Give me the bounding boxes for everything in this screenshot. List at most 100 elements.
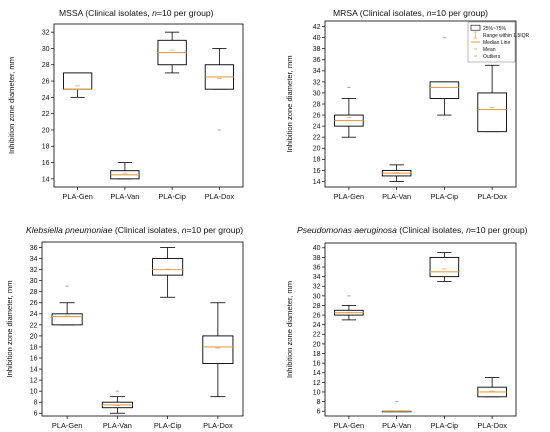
x-tick-label: PLA-Van: [382, 192, 411, 201]
title-part: n: [466, 225, 471, 235]
legend-label: 25%~75%: [483, 26, 506, 32]
box-group: [429, 252, 460, 282]
y-tick-label: 22: [42, 111, 50, 118]
y-tick-label: 18: [42, 144, 50, 151]
x-tick-label: PLA-Van: [110, 192, 139, 201]
y-tick-label: 24: [42, 95, 50, 102]
y-tick-label: 24: [313, 124, 321, 131]
y-tick-label: 8: [317, 399, 321, 406]
y-tick-label: 18: [313, 157, 321, 164]
x-tick-label: PLA-Dox: [203, 421, 233, 430]
title-part: MSSA: [59, 8, 84, 18]
title-part: =10 per group): [471, 225, 528, 235]
box-group: [477, 64, 507, 133]
title-part: n: [152, 8, 157, 18]
x-tick-label: PLA-Dox: [477, 421, 507, 430]
y-tick-label: 18: [30, 344, 38, 351]
x-tick-label: PLA-Van: [103, 421, 132, 430]
box-group: [157, 31, 187, 74]
box-group: [334, 86, 364, 138]
y-axis-label: Inhibition zone diameter, mm: [5, 280, 14, 377]
box-iqr: [51, 313, 83, 326]
y-tick-label: 30: [30, 278, 38, 285]
box-iqr: [202, 335, 234, 364]
title-part: Pseudomonas aeruginosa: [297, 225, 397, 235]
title-part: =10 per group): [157, 8, 214, 18]
chart-title: Pseudomonas aeruginosa (Clinical isolate…: [297, 225, 528, 235]
x-tick-label: PLA-Dox: [205, 192, 235, 201]
y-tick-label: 22: [313, 332, 321, 339]
box-group: [202, 302, 234, 398]
y-tick-label: 26: [313, 112, 321, 119]
y-tick-label: 34: [313, 274, 321, 281]
title-part: (Clinical isolates,: [397, 225, 466, 235]
y-tick-label: 34: [30, 256, 38, 263]
y-tick-label: 14: [30, 366, 38, 373]
box-group: [381, 164, 412, 182]
x-tick-label: PLA-Cip: [158, 192, 186, 201]
box-group: [204, 48, 234, 131]
title-part: n: [182, 225, 187, 235]
legend-label: Median Line: [483, 40, 510, 46]
y-tick-label: 32: [42, 30, 50, 37]
title-part: n: [427, 8, 432, 18]
y-tick-label: 6: [317, 409, 321, 416]
plot-frame: [41, 241, 244, 417]
x-tick-label: PLA-Gen: [52, 421, 82, 430]
y-tick-label: 26: [30, 300, 38, 307]
y-tick-label: 26: [42, 78, 50, 85]
y-tick-label: 16: [313, 361, 321, 368]
y-tick-label: 34: [313, 68, 321, 75]
y-tick-label: 16: [42, 160, 50, 167]
chart-title: MSSA (Clinical isolates, n=10 per group): [59, 8, 214, 18]
legend-swatch-box: [470, 24, 481, 31]
y-tick-label: 26: [313, 312, 321, 319]
box-iqr: [152, 258, 184, 276]
y-tick-label: 14: [42, 176, 50, 183]
box-group: [63, 72, 93, 98]
y-tick-label: 16: [313, 168, 321, 175]
box-iqr: [429, 256, 460, 278]
y-tick-label: 20: [313, 341, 321, 348]
y-tick-label: 22: [313, 135, 321, 142]
y-tick-label: 30: [313, 90, 321, 97]
title-part: Klebsiella pneumoniae: [26, 225, 113, 235]
y-tick-label: 28: [30, 289, 38, 296]
box-group: [152, 247, 184, 298]
box-group: [51, 285, 83, 326]
box-iqr: [477, 92, 507, 133]
y-axis-label: Inhibition zone diameter, mm: [7, 57, 16, 154]
y-tick-label: 32: [313, 79, 321, 86]
x-tick-label: PLA-Cip: [431, 421, 459, 430]
x-tick-label: PLA-Gen: [62, 192, 92, 201]
y-tick-label: 28: [313, 303, 321, 310]
legend-label: Outliers: [483, 54, 501, 60]
y-tick-label: 40: [313, 35, 321, 42]
y-tick-label: 30: [42, 46, 50, 53]
x-tick-label: PLA-Gen: [334, 192, 364, 201]
chart-title: Klebsiella pneumoniae (Clinical isolates…: [26, 225, 243, 235]
y-tick-label: 36: [313, 264, 321, 271]
chart-panel: MSSA (Clinical isolates, n=10 per group)…: [7, 8, 244, 201]
y-tick-label: 36: [313, 57, 321, 64]
title-part: (Clinical isolates,: [112, 225, 181, 235]
x-tick-label: PLA-Cip: [154, 421, 182, 430]
box-iqr: [63, 72, 93, 90]
y-tick-label: 38: [313, 255, 321, 262]
box-group: [381, 400, 412, 413]
box-iqr: [429, 81, 460, 99]
x-tick-label: PLA-Van: [382, 421, 411, 430]
title-part: (Clinical isolates,: [357, 8, 426, 18]
y-tick-label: 24: [30, 311, 38, 318]
y-tick-label: 8: [34, 400, 38, 407]
x-tick-label: PLA-Cip: [431, 192, 459, 201]
y-tick-label: 10: [30, 389, 38, 396]
y-tick-label: 42: [313, 24, 321, 31]
x-tick-label: PLA-Dox: [477, 192, 507, 201]
box-group: [334, 295, 364, 321]
y-axis-label: Inhibition zone diameter, mm: [285, 55, 294, 152]
box-group: [477, 377, 507, 398]
y-tick-label: 16: [30, 355, 38, 362]
y-tick-label: 30: [313, 293, 321, 300]
